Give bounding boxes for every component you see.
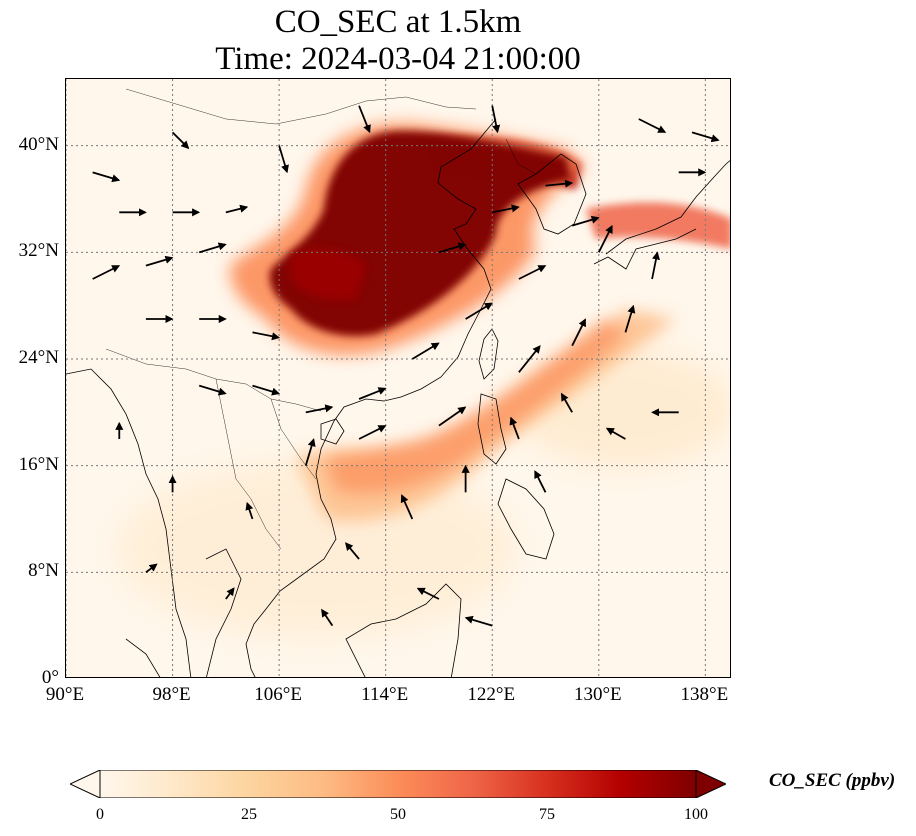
wind-vector: [345, 542, 360, 560]
colorbar-body: [99, 770, 697, 798]
wind-vector: [145, 563, 158, 574]
lon-tick-label: 130°E: [573, 684, 622, 705]
wind-vector: [464, 615, 493, 627]
wind-vector: [305, 404, 334, 414]
lat-tick-label: 32°N: [18, 240, 59, 262]
wind-vector: [198, 384, 227, 396]
coastline-borneo: [345, 583, 462, 677]
coastline-japan-south: [593, 228, 697, 270]
coastlines: [66, 118, 730, 677]
wind-vector: [358, 105, 371, 134]
map-title: CO_SEC at 1.5km: [274, 4, 522, 40]
country-borders: [105, 88, 537, 550]
wind-vector: [518, 345, 541, 373]
map-time: Time: 2024-03-04 21:00:00: [215, 41, 581, 77]
wind-vector: [571, 318, 586, 347]
wind-vector: [252, 331, 281, 341]
wind-vector: [438, 406, 467, 427]
coastline-asia-mainland: [245, 118, 497, 677]
wind-vector: [321, 608, 334, 627]
border-china-mongolia: [125, 88, 477, 125]
wind-vector: [358, 425, 387, 440]
wind-vector: [92, 265, 121, 280]
colorbar-tick-label: 25: [241, 806, 257, 823]
wind-vector: [492, 204, 520, 214]
wind-vector: [358, 387, 387, 400]
wind-vector: [171, 131, 190, 150]
border-indochina: [215, 378, 282, 550]
wind-vector: [92, 171, 121, 183]
coastline-japan-honshu: [605, 160, 730, 255]
colorbar-label: CO_SEC (ppbv): [769, 770, 896, 791]
wind-vector: [518, 265, 547, 280]
border-laos-vietnam: [270, 398, 317, 480]
lat-tick-label: 0°: [41, 667, 59, 688]
lon-tick-label: 106°E: [254, 684, 302, 705]
colorbar-tick-label: 75: [539, 806, 555, 823]
wind-vector: [225, 587, 235, 600]
lon-tick-label: 138°E: [680, 684, 729, 705]
wind-vector: [597, 224, 613, 253]
gridlines: [66, 79, 730, 677]
border-china-south: [105, 348, 322, 412]
wind-vector: [416, 587, 440, 600]
colorbar-extend-max: [695, 770, 726, 798]
lat-tick-label: 40°N: [18, 133, 59, 155]
co-sec-field: [116, 123, 730, 639]
field-core-west: [291, 248, 366, 301]
wind-vector: [691, 131, 720, 143]
map-panel: [65, 78, 731, 678]
lon-tick-label: 114°E: [361, 684, 409, 705]
coastline-sumatra: [125, 638, 161, 677]
lat-tick-label: 16°N: [18, 453, 59, 475]
wind-vector: [560, 392, 573, 413]
lat-tick-label: 24°N: [18, 347, 59, 368]
colorbar-tick-label: 100: [684, 806, 708, 823]
coastline-gulf-thailand: [205, 548, 242, 677]
wind-vector: [624, 304, 636, 333]
colorbar: [70, 770, 726, 798]
wind-vectors: [92, 105, 720, 627]
wind-vector: [605, 427, 626, 440]
wind-vector: [534, 470, 547, 493]
wind-vector: [571, 215, 600, 227]
wind-vector: [252, 384, 281, 396]
wind-vector: [278, 145, 289, 174]
wind-vector: [509, 416, 520, 440]
wind-vector: [225, 204, 249, 214]
coastline-philippines-south: [497, 478, 555, 560]
wind-vector: [651, 251, 660, 280]
wind-vector: [145, 255, 174, 267]
field-japan: [586, 202, 730, 249]
wind-vector: [465, 302, 493, 320]
wind-vector: [491, 105, 501, 134]
lon-tick-label: 90°E: [45, 684, 85, 705]
wind-vector: [438, 242, 467, 254]
map-canvas: [66, 79, 730, 677]
coastline-luzon: [477, 393, 507, 465]
colorbar-tick-label: 50: [390, 806, 406, 823]
wind-vector: [545, 179, 574, 188]
wind-vector: [638, 118, 667, 133]
lon-tick-label: 98°E: [152, 684, 191, 705]
colorbar-extend-min: [70, 770, 101, 798]
field-band-inner: [326, 319, 626, 493]
wind-vector: [198, 242, 227, 254]
coastline-korea: [517, 153, 587, 235]
wind-vector: [304, 438, 316, 466]
colorbar-tick-label: 0: [96, 806, 104, 823]
coastline-taiwan: [478, 328, 499, 380]
wind-vector: [245, 501, 254, 520]
coastline-myanmar: [66, 368, 192, 677]
border-china-nk: [505, 138, 537, 175]
wind-vector: [411, 342, 440, 360]
coastline-hainan: [320, 418, 345, 445]
lat-tick-label: 8°N: [28, 560, 59, 582]
lon-tick-label: 122°E: [467, 684, 516, 705]
wind-vector: [400, 494, 414, 520]
